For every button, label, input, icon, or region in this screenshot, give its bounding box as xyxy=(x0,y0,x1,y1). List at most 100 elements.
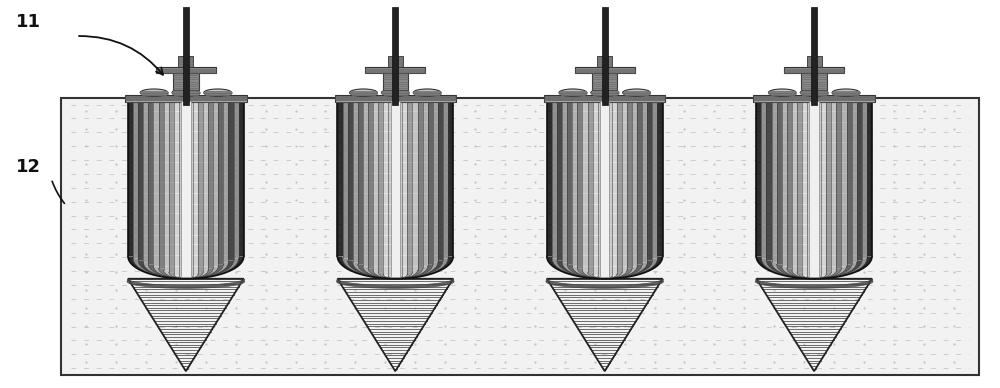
Wedge shape xyxy=(337,256,453,279)
Bar xyxy=(592,93,617,95)
Bar xyxy=(173,73,199,90)
Wedge shape xyxy=(772,262,857,279)
Wedge shape xyxy=(128,256,244,279)
Bar xyxy=(547,102,552,256)
Bar xyxy=(612,102,617,274)
Bar xyxy=(593,102,598,274)
Bar xyxy=(428,102,433,264)
Bar xyxy=(632,102,637,266)
Bar xyxy=(223,102,228,262)
Bar xyxy=(228,102,234,260)
Bar xyxy=(802,102,807,274)
Bar xyxy=(383,93,408,95)
Text: 11: 11 xyxy=(16,13,41,31)
Ellipse shape xyxy=(381,89,409,96)
Bar xyxy=(378,102,383,272)
Bar xyxy=(784,68,844,73)
Bar xyxy=(782,102,787,266)
Bar xyxy=(443,102,448,258)
Bar xyxy=(575,68,635,73)
Wedge shape xyxy=(148,264,223,279)
Bar xyxy=(143,102,148,262)
Wedge shape xyxy=(797,272,831,279)
Wedge shape xyxy=(164,270,208,279)
Bar xyxy=(335,95,456,102)
Bar xyxy=(423,102,428,266)
Bar xyxy=(572,102,577,266)
Bar xyxy=(857,102,862,260)
Bar xyxy=(61,98,979,375)
Wedge shape xyxy=(378,272,412,279)
Bar xyxy=(198,102,203,272)
Wedge shape xyxy=(547,256,663,279)
Bar xyxy=(402,102,407,274)
Bar xyxy=(807,56,822,68)
Bar xyxy=(169,102,174,272)
Bar xyxy=(766,102,772,260)
Bar xyxy=(756,102,761,256)
Bar xyxy=(348,102,353,260)
Bar xyxy=(787,102,792,268)
Wedge shape xyxy=(802,274,826,279)
Bar xyxy=(208,102,213,268)
Bar xyxy=(239,102,244,256)
Wedge shape xyxy=(598,276,612,279)
Bar xyxy=(811,7,817,106)
Bar xyxy=(657,102,663,256)
Bar xyxy=(826,102,831,272)
Bar xyxy=(407,102,412,272)
Bar xyxy=(592,73,617,90)
Bar xyxy=(448,102,453,256)
Bar xyxy=(602,7,608,106)
Bar xyxy=(383,102,388,274)
Bar xyxy=(351,93,376,95)
Ellipse shape xyxy=(832,89,860,96)
Ellipse shape xyxy=(559,89,587,96)
Bar xyxy=(148,102,153,264)
Bar xyxy=(205,93,230,95)
Bar xyxy=(867,102,872,256)
Ellipse shape xyxy=(204,89,232,96)
Bar xyxy=(412,102,418,270)
Bar xyxy=(772,102,777,262)
Wedge shape xyxy=(363,266,428,279)
Bar xyxy=(363,102,368,266)
Wedge shape xyxy=(348,260,443,279)
Bar xyxy=(801,73,827,90)
Wedge shape xyxy=(572,266,637,279)
Bar xyxy=(142,93,167,95)
Bar xyxy=(373,102,378,270)
Bar xyxy=(831,102,836,270)
Bar xyxy=(438,102,443,260)
Bar xyxy=(128,102,133,256)
Bar xyxy=(802,93,827,95)
Wedge shape xyxy=(782,266,847,279)
Bar xyxy=(159,102,164,268)
Bar xyxy=(173,93,198,95)
Bar xyxy=(353,102,358,262)
Wedge shape xyxy=(138,260,234,279)
FancyArrowPatch shape xyxy=(79,36,163,75)
Wedge shape xyxy=(153,266,218,279)
Wedge shape xyxy=(582,270,627,279)
Wedge shape xyxy=(383,274,407,279)
Bar xyxy=(388,102,402,276)
Bar xyxy=(203,102,208,270)
Bar xyxy=(368,102,373,268)
Bar xyxy=(552,102,557,258)
Wedge shape xyxy=(562,262,647,279)
Ellipse shape xyxy=(800,89,828,96)
Bar xyxy=(383,73,408,90)
Bar xyxy=(179,102,193,276)
Bar xyxy=(544,95,665,102)
Bar xyxy=(213,102,218,266)
Bar xyxy=(847,102,852,264)
Wedge shape xyxy=(133,258,239,279)
Bar xyxy=(777,102,782,264)
Bar xyxy=(577,102,582,268)
Wedge shape xyxy=(358,264,433,279)
Bar xyxy=(178,56,193,68)
Wedge shape xyxy=(792,270,836,279)
Bar xyxy=(792,102,797,270)
Bar xyxy=(181,101,191,277)
